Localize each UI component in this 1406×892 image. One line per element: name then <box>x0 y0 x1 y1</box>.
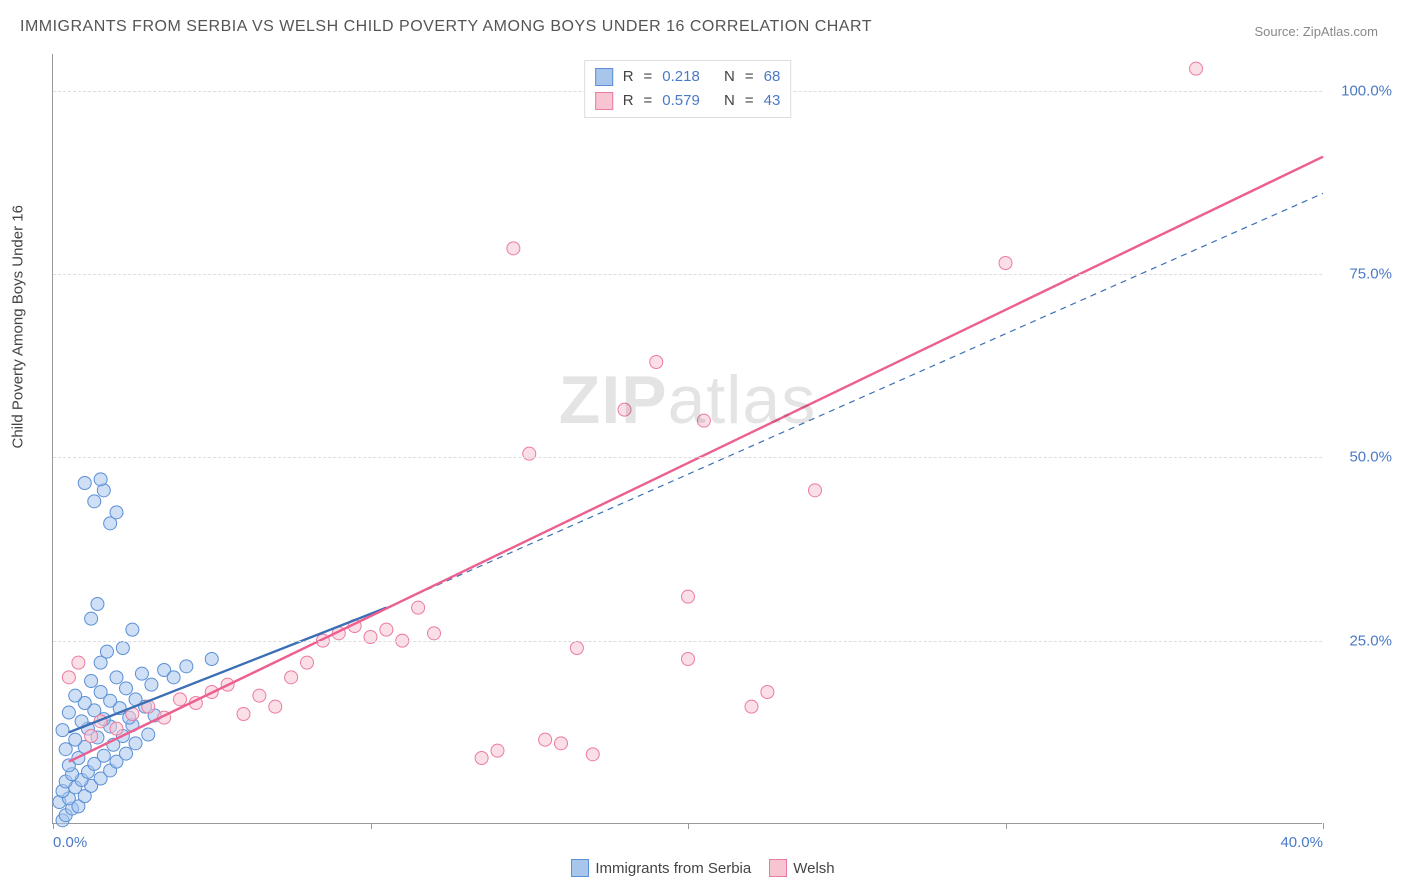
x-tick-label: 40.0% <box>1280 834 1323 851</box>
scatter-point <box>129 737 142 750</box>
scatter-point <box>539 733 552 746</box>
plot-area: ZIPatlas R = 0.218 N = 68 R = 0.579 N = … <box>52 54 1322 824</box>
scatter-point <box>253 689 266 702</box>
legend-eq: = <box>745 89 754 113</box>
scatter-point <box>507 242 520 255</box>
scatter-point <box>110 722 123 735</box>
y-tick-label: 50.0% <box>1332 449 1392 466</box>
trend-line <box>69 608 387 733</box>
legend-R-value-welsh: 0.579 <box>662 89 700 113</box>
legend-N-label: N <box>724 65 735 89</box>
scatter-point <box>85 612 98 625</box>
scatter-point <box>1190 62 1203 75</box>
scatter-point <box>174 693 187 706</box>
scatter-point <box>145 678 158 691</box>
scatter-point <box>120 747 133 760</box>
scatter-point <box>682 653 695 666</box>
scatter-point <box>167 671 180 684</box>
scatter-point <box>475 752 488 765</box>
source-name: ZipAtlas.com <box>1303 24 1378 39</box>
scatter-point <box>570 642 583 655</box>
source-attribution: Source: ZipAtlas.com <box>1254 24 1378 39</box>
scatter-point <box>100 645 113 658</box>
legend-R-label: R <box>623 89 634 113</box>
scatter-point <box>97 749 110 762</box>
legend-label-serbia: Immigrants from Serbia <box>595 860 751 877</box>
scatter-point <box>94 686 107 699</box>
legend-item-serbia: Immigrants from Serbia <box>571 860 751 878</box>
series-legend: Immigrants from Serbia Welsh <box>0 860 1406 878</box>
scatter-point <box>205 653 218 666</box>
scatter-point <box>91 598 104 611</box>
scatter-point <box>120 682 133 695</box>
scatter-point <box>428 627 441 640</box>
y-axis-label: Child Poverty Among Boys Under 16 <box>10 205 27 448</box>
legend-R-label: R <box>623 65 634 89</box>
trend-line <box>69 157 1323 762</box>
legend-label-welsh: Welsh <box>793 860 834 877</box>
scatter-point <box>110 671 123 684</box>
scatter-point <box>491 744 504 757</box>
scatter-point <box>110 506 123 519</box>
y-tick-label: 100.0% <box>1332 82 1392 99</box>
scatter-point <box>285 671 298 684</box>
scatter-point <box>301 656 314 669</box>
scatter-point <box>809 484 822 497</box>
scatter-point <box>62 706 75 719</box>
scatter-point <box>650 356 663 369</box>
scatter-point <box>618 403 631 416</box>
scatter-point <box>62 671 75 684</box>
scatter-point <box>237 708 250 721</box>
scatter-point <box>761 686 774 699</box>
legend-item-welsh: Welsh <box>769 860 834 878</box>
x-tick-label: 0.0% <box>53 834 87 851</box>
legend-R-value-serbia: 0.218 <box>662 65 700 89</box>
legend-N-label: N <box>724 89 735 113</box>
scatter-point <box>682 590 695 603</box>
scatter-point <box>135 667 148 680</box>
legend-swatch-welsh <box>595 92 613 110</box>
legend-eq: = <box>644 89 653 113</box>
scatter-point <box>412 601 425 614</box>
scatter-point <box>69 689 82 702</box>
chart-title: IMMIGRANTS FROM SERBIA VS WELSH CHILD PO… <box>20 18 872 36</box>
legend-swatch-serbia <box>595 68 613 86</box>
scatter-point <box>85 675 98 688</box>
correlation-legend: R = 0.218 N = 68 R = 0.579 N = 43 <box>584 60 792 118</box>
legend-N-value-serbia: 68 <box>764 65 781 89</box>
scatter-point <box>126 623 139 636</box>
legend-row-serbia: R = 0.218 N = 68 <box>595 65 781 89</box>
scatter-point <box>269 700 282 713</box>
scatter-point <box>59 743 72 756</box>
scatter-point <box>745 700 758 713</box>
legend-swatch-welsh <box>769 859 787 877</box>
scatter-point <box>555 737 568 750</box>
legend-eq: = <box>644 65 653 89</box>
scatter-point <box>69 733 82 746</box>
scatter-point <box>78 477 91 490</box>
scatter-point <box>116 642 129 655</box>
y-tick-label: 25.0% <box>1332 632 1392 649</box>
scatter-point <box>56 724 69 737</box>
y-tick-label: 75.0% <box>1332 266 1392 283</box>
scatter-point <box>88 495 101 508</box>
source-prefix: Source: <box>1254 24 1302 39</box>
legend-row-welsh: R = 0.579 N = 43 <box>595 89 781 113</box>
scatter-point <box>85 730 98 743</box>
legend-eq: = <box>745 65 754 89</box>
scatter-point <box>94 473 107 486</box>
scatter-point <box>180 660 193 673</box>
scatter-point <box>697 414 710 427</box>
scatter-point <box>586 748 599 761</box>
scatter-svg <box>53 54 1322 823</box>
legend-swatch-serbia <box>571 859 589 877</box>
scatter-point <box>380 623 393 636</box>
trend-line-extrapolated <box>386 193 1323 607</box>
scatter-point <box>72 656 85 669</box>
legend-N-value-welsh: 43 <box>764 89 781 113</box>
scatter-point <box>999 257 1012 270</box>
scatter-point <box>142 728 155 741</box>
